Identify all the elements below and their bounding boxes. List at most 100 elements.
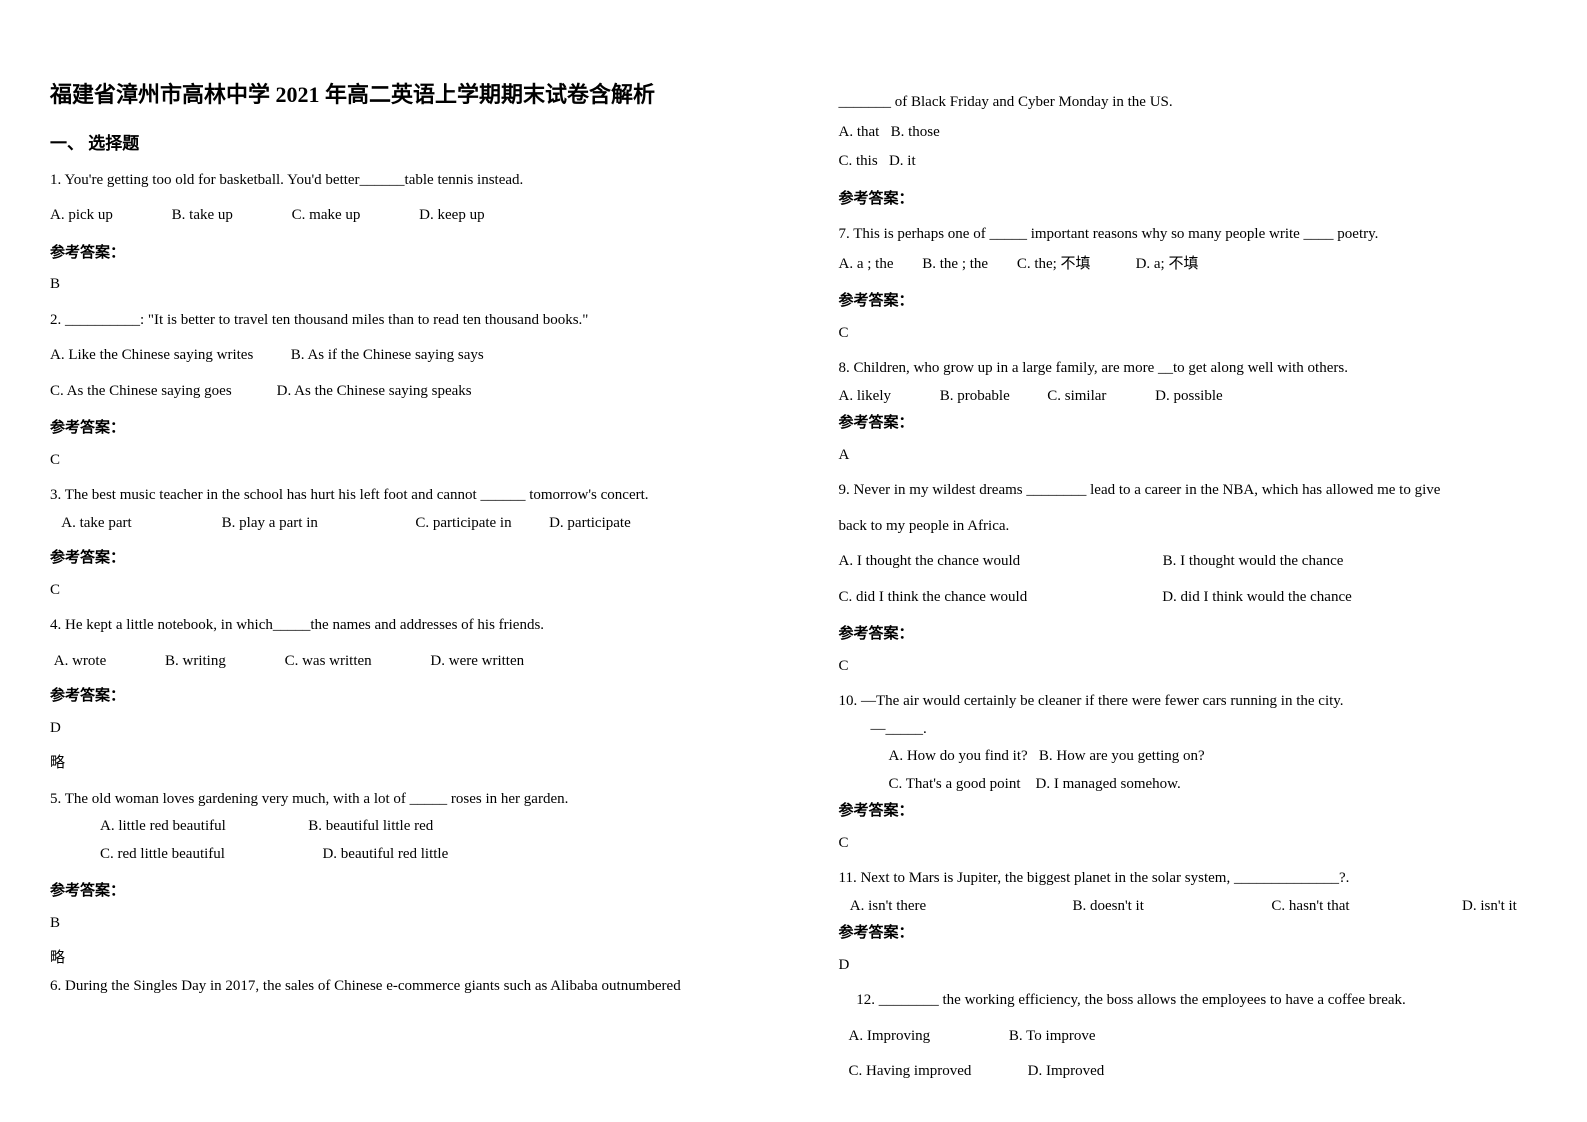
q4-opt-c: C. was written: [285, 649, 372, 675]
q3-opt-c: C. participate in: [415, 515, 511, 531]
q6-options-cd: C. this D. it: [839, 149, 1538, 175]
q7-options: A. a ; the B. the ; the C. the; 不填 D. a;…: [839, 252, 1538, 278]
q8-opt-a: A. likely: [839, 388, 892, 404]
q8-opt-c: C. similar: [1047, 388, 1106, 404]
q6-options-ab: A. that B. those: [839, 120, 1538, 146]
q9-opt-b: B. I thought would the chance: [1163, 553, 1344, 569]
q5-answer: B: [50, 911, 749, 937]
right-column: _______ of Black Friday and Cyber Monday…: [794, 0, 1587, 1122]
answer-label: 参考答案：: [50, 241, 749, 267]
q1-stem: 1. You're getting too old for basketball…: [50, 168, 749, 194]
q12-opt-b: B. To improve: [1009, 1028, 1096, 1044]
q5-options-cd: C. red little beautiful D. beautiful red…: [100, 842, 749, 868]
q4-answer: D: [50, 716, 749, 742]
q1-opt-a: A. pick up: [50, 203, 113, 229]
q10-stem1: 10. —The air would certainly be cleaner …: [839, 689, 1538, 715]
answer-label: 参考答案：: [839, 289, 1538, 315]
q1-opt-b: B. take up: [172, 203, 233, 229]
q7-opt-a: A. a ; the: [839, 252, 894, 278]
q6-opt-d: D. it: [889, 153, 916, 169]
left-column: 福建省漳州市高林中学 2021 年高二英语上学期期末试卷含解析 一、 选择题 1…: [0, 0, 794, 1122]
answer-label: 参考答案：: [50, 684, 749, 710]
q12-opt-a: A. Improving: [849, 1028, 931, 1044]
q4-opt-d: D. were written: [430, 653, 524, 669]
q3-opt-a: A. take part: [61, 515, 131, 531]
q3-stem: 3. The best music teacher in the school …: [50, 483, 749, 509]
q2-answer: C: [50, 448, 749, 474]
q10-options-ab: A. How do you find it? B. How are you ge…: [889, 744, 1538, 770]
q3-opt-d: D. participate: [549, 515, 631, 531]
q2-opt-d: D. As the Chinese saying speaks: [277, 383, 472, 399]
section-heading: 一、 选择题: [50, 129, 749, 154]
q10-opt-a: A. How do you find it?: [889, 748, 1028, 764]
q9-opt-d: D. did I think would the chance: [1162, 589, 1352, 605]
q3-answer: C: [50, 578, 749, 604]
q10-options-cd: C. That's a good point D. I managed some…: [889, 772, 1538, 798]
q11-options: A. isn't there B. doesn't it C. hasn't t…: [839, 894, 1538, 920]
q1-opt-c: C. make up: [292, 203, 361, 229]
q12-opt-d: D. Improved: [1028, 1063, 1105, 1079]
q2-options-ab: A. Like the Chinese saying writes B. As …: [50, 343, 749, 369]
answer-label: 参考答案：: [50, 416, 749, 442]
q5-stem: 5. The old woman loves gardening very mu…: [50, 787, 749, 813]
q11-opt-c: C. hasn't that: [1271, 898, 1349, 914]
q8-opt-b: B. probable: [940, 388, 1010, 404]
q1-options: A. pick up B. take up C. make up D. keep…: [50, 203, 749, 229]
q6-cont: _______ of Black Friday and Cyber Monday…: [839, 90, 1538, 116]
q10-stem2: —_____.: [871, 717, 1538, 743]
q1-answer: B: [50, 272, 749, 298]
answer-label: 参考答案：: [50, 546, 749, 572]
q5-opt-a: A. little red beautiful: [100, 818, 226, 834]
q7-opt-b: B. the ; the: [922, 252, 988, 278]
q6-opt-c: C. this: [839, 153, 878, 169]
q12-stem: 12. ________ the working efficiency, the…: [853, 988, 1538, 1014]
q8-options: A. likely B. probable C. similar D. poss…: [839, 384, 1538, 410]
q10-opt-b: B. How are you getting on?: [1039, 748, 1205, 764]
q7-opt-d: D. a; 不填: [1136, 256, 1199, 272]
q10-opt-d: D. I managed somehow.: [1036, 776, 1181, 792]
q8-answer: A: [839, 443, 1538, 469]
answer-label: 参考答案：: [839, 411, 1538, 437]
q12-opt-c: C. Having improved: [849, 1063, 972, 1079]
q9-opt-a: A. I thought the chance would: [839, 553, 1021, 569]
q5-opt-b: B. beautiful little red: [308, 818, 433, 834]
q9-options-ab: A. I thought the chance would B. I thoug…: [839, 549, 1538, 575]
q5-options-ab: A. little red beautiful B. beautiful lit…: [100, 814, 749, 840]
q12-options-cd: C. Having improved D. Improved: [849, 1059, 1538, 1085]
q11-opt-a: A. isn't there: [850, 898, 926, 914]
q11-opt-b: B. doesn't it: [1072, 898, 1143, 914]
q9-answer: C: [839, 654, 1538, 680]
q9-options-cd: C. did I think the chance would D. did I…: [839, 585, 1538, 611]
q2-opt-a: A. Like the Chinese saying writes: [50, 347, 253, 363]
q10-answer: C: [839, 831, 1538, 857]
q7-stem: 7. This is perhaps one of _____ importan…: [839, 222, 1538, 248]
q9-stem2: back to my people in Africa.: [839, 514, 1538, 540]
answer-label: 参考答案：: [839, 622, 1538, 648]
q2-opt-b: B. As if the Chinese saying says: [291, 347, 484, 363]
q8-opt-d: D. possible: [1155, 388, 1223, 404]
q6-opt-b: B. those: [891, 124, 940, 140]
q11-opt-d: D. isn't it: [1462, 898, 1517, 914]
q6-opt-a: A. that: [839, 124, 880, 140]
q12-options-ab: A. Improving B. To improve: [849, 1024, 1538, 1050]
q11-stem: 11. Next to Mars is Jupiter, the biggest…: [839, 866, 1538, 892]
q5-opt-c: C. red little beautiful: [100, 846, 225, 862]
q4-opt-a: A. wrote: [54, 649, 107, 675]
q2-options-cd: C. As the Chinese saying goes D. As the …: [50, 379, 749, 405]
q11-answer: D: [839, 953, 1538, 979]
omit: 略: [50, 751, 749, 777]
q9-stem1: 9. Never in my wildest dreams ________ l…: [839, 478, 1538, 504]
q10-opt-c: C. That's a good point: [889, 776, 1021, 792]
q7-opt-c: C. the; 不填: [1017, 256, 1091, 272]
q2-opt-c: C. As the Chinese saying goes: [50, 383, 232, 399]
answer-label: 参考答案：: [839, 187, 1538, 213]
q7-answer: C: [839, 321, 1538, 347]
q4-options: A. wrote B. writing C. was written D. we…: [50, 649, 749, 675]
answer-label: 参考答案：: [839, 799, 1538, 825]
q4-opt-b: B. writing: [165, 649, 226, 675]
omit: 略: [50, 946, 749, 972]
page-title: 福建省漳州市高林中学 2021 年高二英语上学期期末试卷含解析: [50, 80, 749, 111]
q5-opt-d: D. beautiful red little: [322, 846, 448, 862]
q9-opt-c: C. did I think the chance would: [839, 589, 1028, 605]
answer-label: 参考答案：: [839, 921, 1538, 947]
